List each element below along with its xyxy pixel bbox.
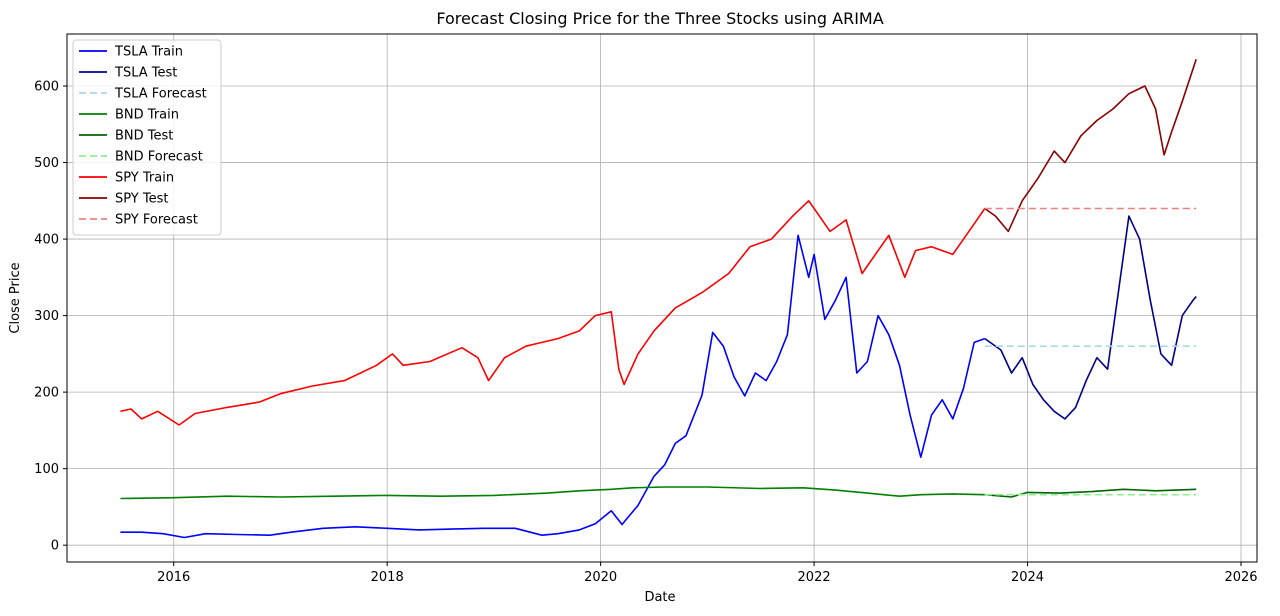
y-tick-label: 300	[34, 309, 59, 324]
axis-ticks: 2016 2018 2020 2022 2024 2026 0 100 200 300 400 500…	[34, 80, 1257, 585]
y-axis-label: Close Price	[8, 262, 23, 333]
series-line-bnd-test	[984, 488, 1197, 498]
legend-label-spy-test: SPY Test	[115, 192, 168, 207]
x-tick-label: 2022	[798, 570, 831, 585]
legend-box	[72, 39, 222, 236]
series-line-spy-test	[984, 59, 1197, 233]
series-line-tsla-train	[120, 234, 986, 539]
x-tick-label: 2026	[1224, 570, 1257, 585]
series-line-tsla-test	[984, 215, 1197, 420]
grid	[67, 34, 1257, 562]
x-tick-label: 2018	[371, 570, 404, 585]
chart-title: Forecast Closing Price for the Three Sto…	[436, 9, 883, 28]
plot-frame	[66, 33, 1258, 563]
series-line-bnd-train	[120, 486, 985, 500]
y-tick-label: 600	[34, 80, 59, 95]
legend-label-tsla-test: TSLA Test	[114, 66, 177, 81]
y-tick-label: 400	[34, 233, 59, 248]
y-tick-label: 100	[34, 462, 59, 477]
y-tick-label: 0	[51, 539, 59, 554]
legend-label-bnd-test: BND Test	[115, 129, 173, 144]
x-tick-label: 2016	[157, 570, 190, 585]
legend-label-tsla-train: TSLA Train	[114, 45, 183, 60]
y-tick-label: 200	[34, 386, 59, 401]
legend-label-tsla-forecast: TSLA Forecast	[114, 87, 207, 102]
x-axis-label: Date	[644, 590, 675, 605]
y-tick-label: 500	[34, 156, 59, 171]
series-lines	[120, 59, 1197, 539]
legend-label-bnd-forecast: BND Forecast	[115, 150, 203, 165]
series-line-spy-train	[120, 200, 986, 426]
x-tick-label: 2024	[1011, 570, 1044, 585]
legend: TSLA Train TSLA Test TSLA Forecast BND Trai…	[72, 39, 222, 236]
legend-label-bnd-train: BND Train	[115, 108, 179, 123]
legend-label-spy-forecast: SPY Forecast	[115, 213, 198, 228]
legend-label-spy-train: SPY Train	[115, 171, 174, 186]
x-tick-label: 2020	[584, 570, 617, 585]
